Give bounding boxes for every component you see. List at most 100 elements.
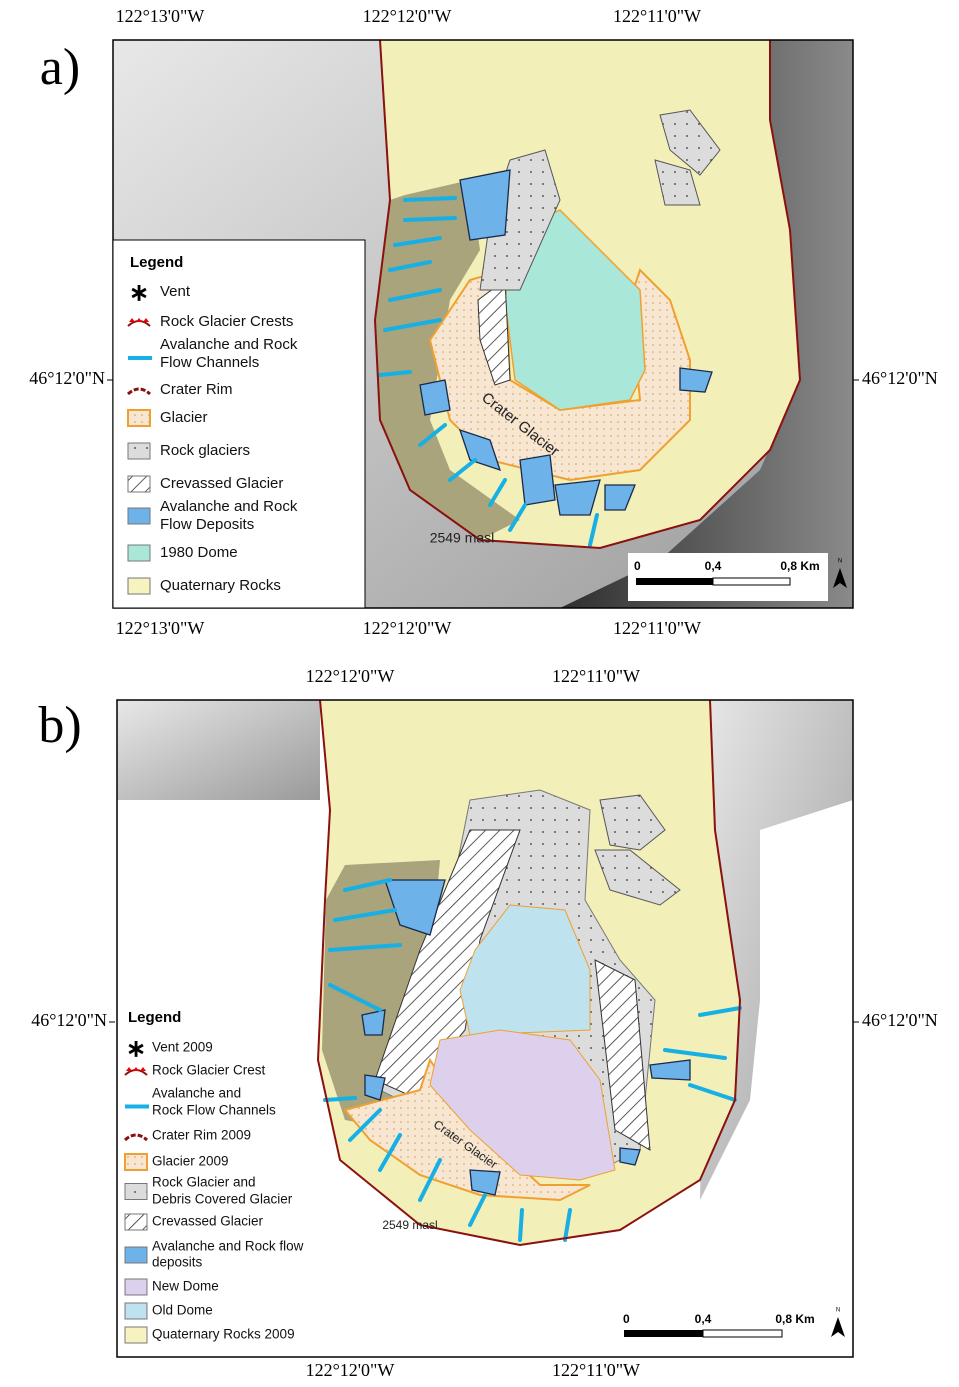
legend-label: 1980 Dome — [160, 544, 238, 561]
coordinate-label: 46°12'0"N — [862, 368, 938, 388]
legend-swatch — [127, 544, 151, 562]
channel — [508, 503, 527, 532]
channel — [688, 1083, 737, 1102]
deposit — [604, 484, 636, 511]
legend-symbol — [133, 1067, 139, 1071]
legend-symbol: ∗ — [126, 1035, 146, 1062]
scale-label: 0,4 — [705, 559, 722, 573]
legend-swatch — [124, 1302, 148, 1320]
legend-label: Avalanche and — [152, 1086, 241, 1101]
legend-swatch — [127, 475, 151, 493]
old-dome — [459, 904, 591, 1036]
channel — [388, 260, 432, 272]
channel — [448, 458, 477, 482]
legend-swatch — [124, 1246, 148, 1264]
deposit — [419, 379, 451, 416]
legend-label: Flow Channels — [160, 354, 259, 371]
channel — [388, 288, 442, 302]
channel — [348, 1108, 382, 1142]
channel — [378, 1133, 402, 1172]
legend-label: Avalanche and Rock — [160, 336, 298, 353]
legend-swatch — [124, 1153, 148, 1171]
channel — [383, 318, 442, 332]
legend-label: Debris Covered Glacier — [152, 1192, 293, 1207]
legend-label: Quaternary Rocks — [160, 577, 281, 594]
rock-glacier — [594, 849, 681, 906]
channel — [468, 1193, 487, 1227]
legend-label: Old Dome — [152, 1303, 213, 1318]
coordinate-label: 122°11'0"W — [613, 6, 701, 26]
legend-symbol — [129, 318, 135, 322]
legend-swatch — [124, 1326, 148, 1344]
crater-rim — [373, 39, 802, 550]
north-label: N — [838, 559, 842, 565]
legend-symbol — [143, 318, 149, 322]
channel — [698, 1006, 742, 1017]
legend-label: Glacier 2009 — [152, 1154, 229, 1169]
legend-symbol — [126, 387, 152, 396]
legend-symbol — [136, 318, 142, 322]
coordinate-label: 122°11'0"W — [613, 618, 701, 638]
legend-label: Crater Rim 2009 — [152, 1128, 251, 1143]
channel — [418, 423, 447, 447]
legend-swatch — [127, 442, 151, 460]
coordinate-label: 122°12'0"W — [306, 666, 395, 686]
shaded-slope — [375, 180, 520, 540]
deposit — [649, 1059, 691, 1081]
rock-glacier — [599, 794, 666, 851]
channel — [378, 370, 412, 377]
legend-swatch — [124, 1183, 148, 1200]
channel — [343, 878, 392, 892]
crater-rim — [316, 699, 742, 1247]
deposit — [519, 454, 556, 506]
deposits — [361, 879, 691, 1196]
legend-label: Rock Flow Channels — [152, 1103, 276, 1118]
deposit — [361, 1009, 386, 1036]
legend-label: Crater Rim — [160, 381, 233, 398]
channels — [378, 196, 599, 547]
channel — [333, 908, 397, 922]
rock-glacier — [659, 109, 721, 176]
map-b — [116, 699, 854, 1358]
hillshade — [700, 700, 853, 1200]
legend-label: Vent 2009 — [152, 1040, 213, 1055]
channel — [328, 983, 382, 1012]
channels — [323, 878, 742, 1242]
new-dome — [429, 1029, 616, 1181]
channel — [403, 196, 457, 202]
coordinate-label: 122°12'0"W — [363, 618, 452, 638]
coordinate-label: 122°11'0"W — [552, 666, 640, 686]
legend-swatch — [127, 409, 151, 427]
channel — [323, 1096, 357, 1102]
coordinate-label: 46°12'0"N — [862, 1010, 938, 1030]
legend-label: Quaternary Rocks 2009 — [152, 1327, 295, 1342]
map-label: 2549 masl — [430, 530, 495, 546]
panel-label: a) — [40, 39, 80, 96]
legend-symbol — [140, 1067, 146, 1071]
scale-bar — [712, 577, 791, 586]
channel — [588, 513, 599, 547]
scale-label: 0 — [623, 1312, 630, 1326]
legend-label: Avalanche and Rock flow — [152, 1239, 304, 1254]
scale-label: 0,8 Km — [780, 559, 819, 573]
coordinate-label: 122°13'0"W — [116, 6, 205, 26]
legend-swatch — [124, 1278, 148, 1296]
scale-bar — [702, 1329, 783, 1338]
channel — [328, 943, 402, 952]
legend-label: New Dome — [152, 1279, 219, 1294]
scale-label: 0 — [634, 559, 641, 573]
legend-symbol — [126, 1067, 132, 1071]
deposit — [364, 1074, 386, 1101]
deposit — [679, 367, 713, 393]
deposits — [419, 169, 713, 516]
channel — [488, 478, 507, 507]
dome — [504, 209, 646, 411]
legend-label: Glacier — [160, 409, 208, 426]
scale-box — [628, 553, 828, 601]
coordinate-label: 122°13'0"W — [116, 618, 205, 638]
coordinate-label: 46°12'0"N — [31, 1010, 107, 1030]
legend-swatch — [127, 507, 151, 525]
legend-label: Avalanche and Rock — [160, 498, 298, 515]
coordinate-label: 122°12'0"W — [363, 6, 452, 26]
